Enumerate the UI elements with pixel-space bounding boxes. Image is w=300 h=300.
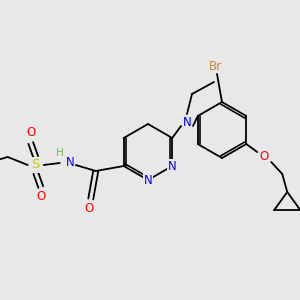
Text: H: H [56,148,64,158]
Text: O: O [26,127,35,140]
Text: N: N [144,173,152,187]
Text: N: N [183,116,191,128]
Text: O: O [36,190,45,203]
Text: O: O [84,202,93,215]
Text: N: N [168,160,177,172]
Text: N: N [65,157,74,169]
Text: Br: Br [208,59,222,73]
Text: O: O [260,149,269,163]
Text: S: S [32,158,40,172]
